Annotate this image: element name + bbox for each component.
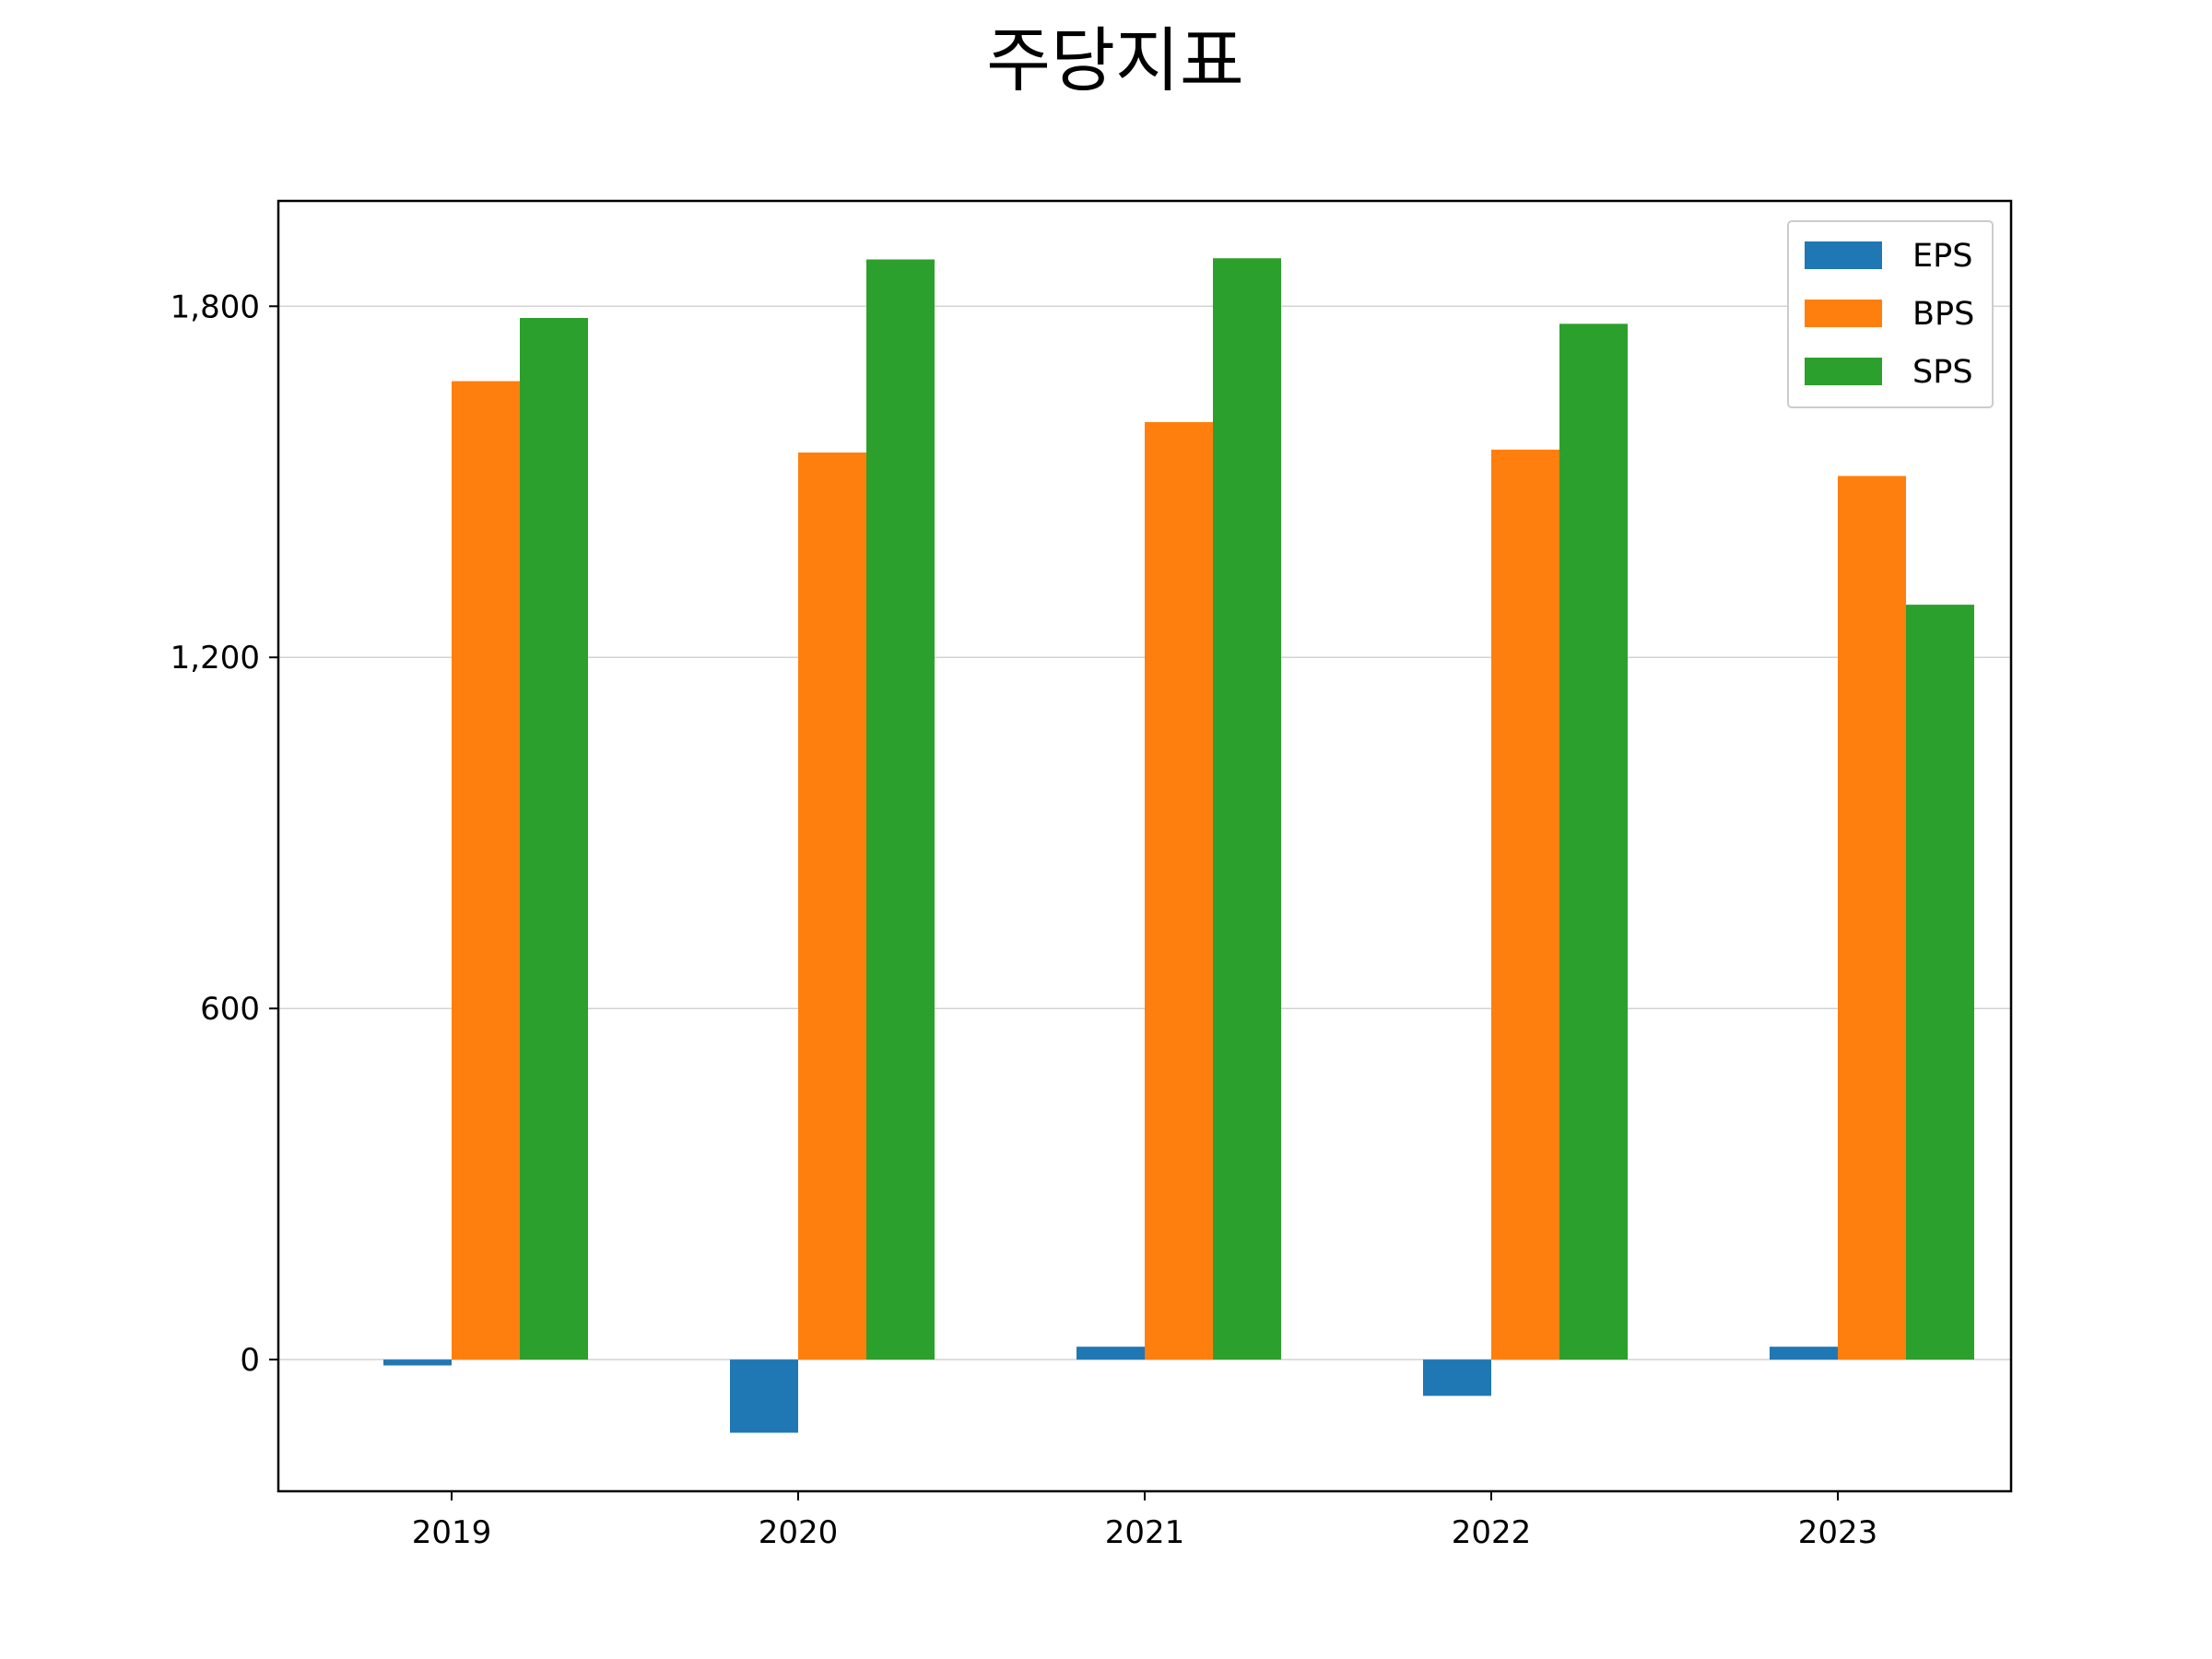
bar-sps-2021 <box>1213 258 1281 1360</box>
bar-eps-2021 <box>1077 1347 1145 1360</box>
bar-bps-2022 <box>1491 449 1559 1360</box>
legend-swatch-eps <box>1805 241 1882 269</box>
x-tick-label: 2019 <box>412 1514 492 1551</box>
x-tick-label: 2023 <box>1798 1514 1878 1551</box>
y-tick-label: 1,200 <box>171 640 260 677</box>
legend-label-eps: EPS <box>1912 238 1972 275</box>
bar-eps-2019 <box>383 1359 452 1366</box>
y-axis: 0 600 1,200 1,800 <box>171 288 278 1379</box>
legend: EPS BPS SPS <box>1787 220 1994 408</box>
x-tick-label: 2021 <box>1105 1514 1185 1551</box>
bar-eps-2020 <box>730 1359 798 1433</box>
bar-sps-2019 <box>520 317 588 1360</box>
y-tick-label: 0 <box>240 1342 260 1379</box>
bar-bps-2019 <box>452 381 520 1360</box>
bar-sps-2020 <box>866 259 935 1360</box>
legend-label-sps: SPS <box>1912 354 1973 391</box>
bar-bps-2021 <box>1145 422 1213 1360</box>
y-tick-label: 600 <box>200 991 260 1028</box>
x-tick-label: 2020 <box>759 1514 839 1551</box>
bar-eps-2022 <box>1423 1359 1491 1396</box>
bar-sps-2022 <box>1559 324 1628 1360</box>
y-tick-label: 1,800 <box>171 288 260 325</box>
x-axis: 2019 2020 2021 2022 2023 <box>412 1491 1878 1551</box>
legend-swatch-bps <box>1805 300 1882 327</box>
bar-eps-2023 <box>1770 1347 1838 1360</box>
chart-title: 주당지표 <box>986 19 1244 101</box>
bar-sps-2023 <box>1906 605 1974 1360</box>
bar-bps-2023 <box>1838 476 1906 1360</box>
bars <box>383 258 1974 1433</box>
x-tick-label: 2022 <box>1452 1514 1532 1551</box>
legend-swatch-sps <box>1805 358 1882 385</box>
legend-label-bps: BPS <box>1912 296 1974 333</box>
bar-bps-2020 <box>798 453 866 1360</box>
